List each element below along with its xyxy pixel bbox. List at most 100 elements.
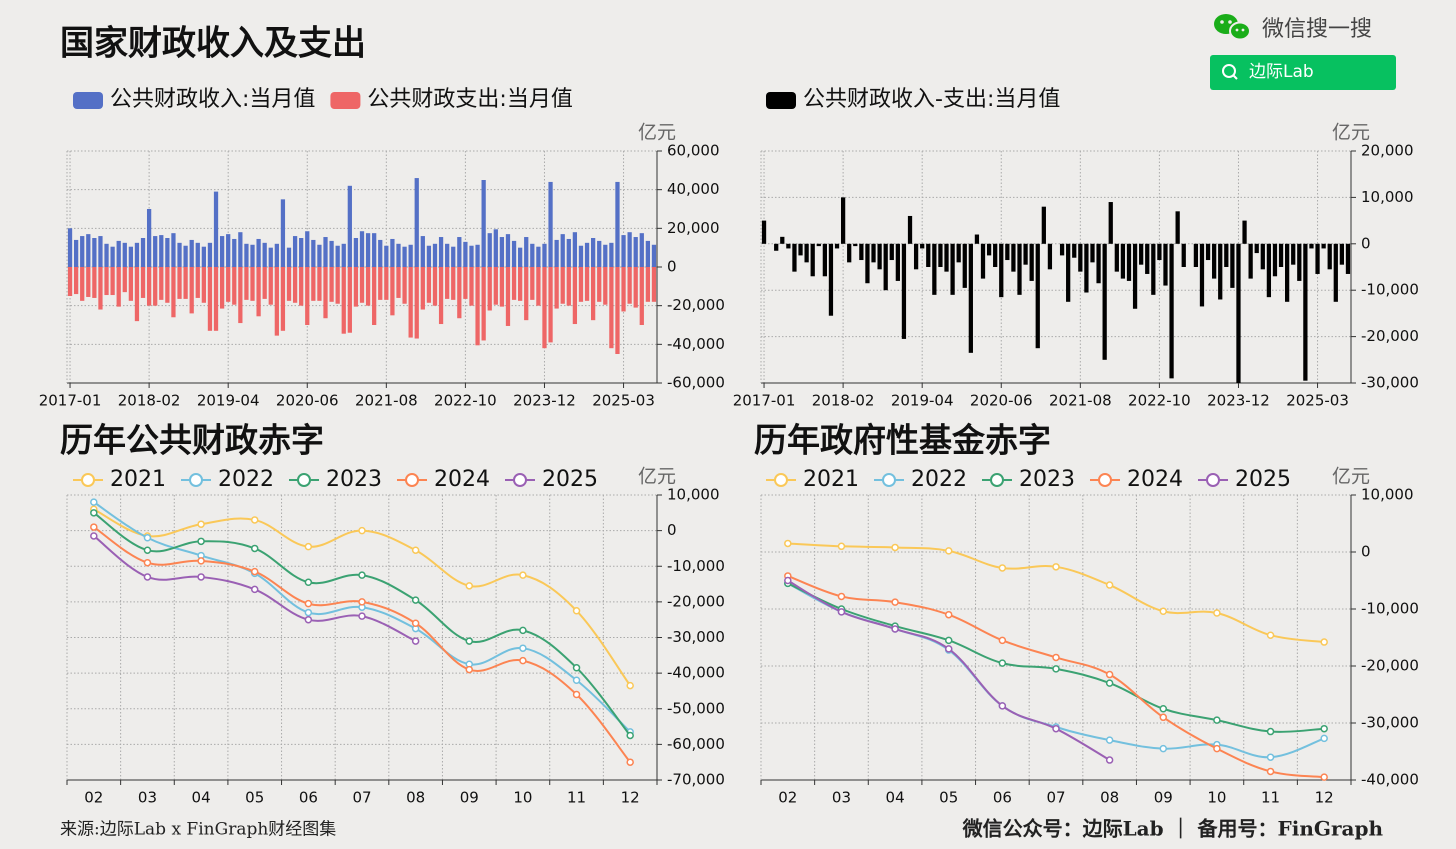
y-tick-label: -40,000: [1361, 771, 1419, 789]
x-tick-label: 2022-10: [434, 392, 497, 410]
bar: [560, 267, 565, 304]
x-tick-label: 2018-02: [118, 392, 181, 410]
x-tick-label: 2021-08: [355, 392, 418, 410]
bar: [165, 238, 170, 267]
legend-swatch-dot: [405, 473, 419, 487]
bar: [847, 243, 852, 263]
bar: [232, 238, 237, 267]
x-tick-label: 2023-12: [513, 392, 576, 410]
bar: [98, 267, 103, 310]
bar: [378, 267, 383, 300]
bar: [524, 237, 529, 267]
bar: [140, 267, 146, 298]
bar: [1230, 243, 1235, 288]
x-tick-label: 2019-04: [891, 392, 954, 410]
point: [891, 543, 899, 552]
bar: [633, 237, 638, 267]
y-tick-label: 10,000: [1361, 486, 1414, 504]
x-tick-label: 11: [1261, 789, 1280, 807]
bar: [134, 242, 140, 267]
bar: [1285, 243, 1290, 302]
bar: [445, 267, 450, 299]
bar: [189, 267, 194, 314]
bar: [962, 243, 967, 288]
x-tick-label: 2019-04: [197, 392, 260, 410]
legend-label: 2022: [218, 467, 274, 492]
point: [891, 625, 899, 633]
bar: [627, 267, 632, 304]
bar: [159, 235, 164, 267]
legend-label: 2024: [1127, 467, 1183, 492]
point: [1159, 713, 1168, 722]
legend-label: 公共财政收入-支出:当月值: [803, 87, 1060, 112]
x-tick-label: 06: [299, 789, 318, 807]
y-tick-label: 0: [667, 258, 677, 276]
point: [626, 681, 634, 690]
point: [197, 573, 205, 581]
search-button-label[interactable]: 边际Lab: [1249, 62, 1314, 82]
bar: [426, 267, 432, 303]
y-tick-label: 0: [1361, 234, 1371, 252]
point: [572, 607, 581, 615]
point: [944, 636, 953, 645]
x-tick-label: 12: [1315, 789, 1334, 807]
bar: [408, 267, 413, 338]
chart-title: 历年政府性基金赤字: [754, 421, 1051, 460]
bar: [1072, 243, 1077, 258]
bar: [201, 246, 206, 267]
bar: [86, 234, 91, 267]
bar: [384, 245, 389, 267]
y-tick-label: -40,000: [667, 664, 725, 682]
bar: [1175, 211, 1180, 244]
bar: [542, 267, 547, 349]
bar: [335, 245, 340, 267]
point: [944, 547, 953, 555]
x-tick-label: 08: [1100, 789, 1119, 807]
bar: [505, 267, 511, 326]
bar: [603, 267, 608, 305]
bar: [1059, 243, 1065, 256]
point: [837, 592, 846, 601]
bar: [1114, 243, 1119, 272]
bar: [1041, 206, 1046, 244]
bar: [317, 244, 322, 267]
x-tick-label: 03: [138, 789, 157, 807]
page-title: 国家财政收入及支出: [60, 24, 366, 64]
bar: [292, 236, 298, 267]
legend-item: 2022: [874, 467, 967, 492]
bar: [451, 267, 456, 300]
bar: [487, 267, 492, 311]
bar: [1327, 243, 1332, 270]
point: [1159, 705, 1168, 713]
point: [90, 498, 98, 506]
point: [1213, 744, 1221, 753]
bar: [536, 246, 541, 267]
search-button[interactable]: 边际Lab: [1210, 55, 1396, 90]
y-tick-label: -30,000: [1361, 714, 1419, 732]
bar: [584, 242, 590, 267]
bar: [968, 243, 973, 353]
bar: [213, 267, 219, 331]
bar: [475, 267, 480, 346]
bar: [299, 238, 304, 267]
bar: [1199, 243, 1205, 307]
bar: [1333, 243, 1338, 302]
point: [250, 516, 259, 524]
y-tick-label: -10,000: [667, 557, 725, 575]
legend-label: 2025: [542, 467, 598, 492]
bar: [511, 267, 517, 300]
bar: [280, 267, 286, 331]
y-tick-label: 20,000: [667, 219, 720, 237]
bar: [445, 243, 450, 267]
bar: [865, 243, 870, 284]
legend-item: 公共财政收入-支出:当月值: [766, 87, 1060, 112]
point: [358, 571, 366, 579]
bar: [986, 243, 992, 256]
point: [626, 731, 634, 740]
bar: [104, 243, 109, 267]
point: [250, 585, 259, 594]
contact-note: 微信公众号：边际Lab ｜ 备用号：FinGraph: [962, 817, 1384, 841]
bar: [481, 180, 486, 267]
